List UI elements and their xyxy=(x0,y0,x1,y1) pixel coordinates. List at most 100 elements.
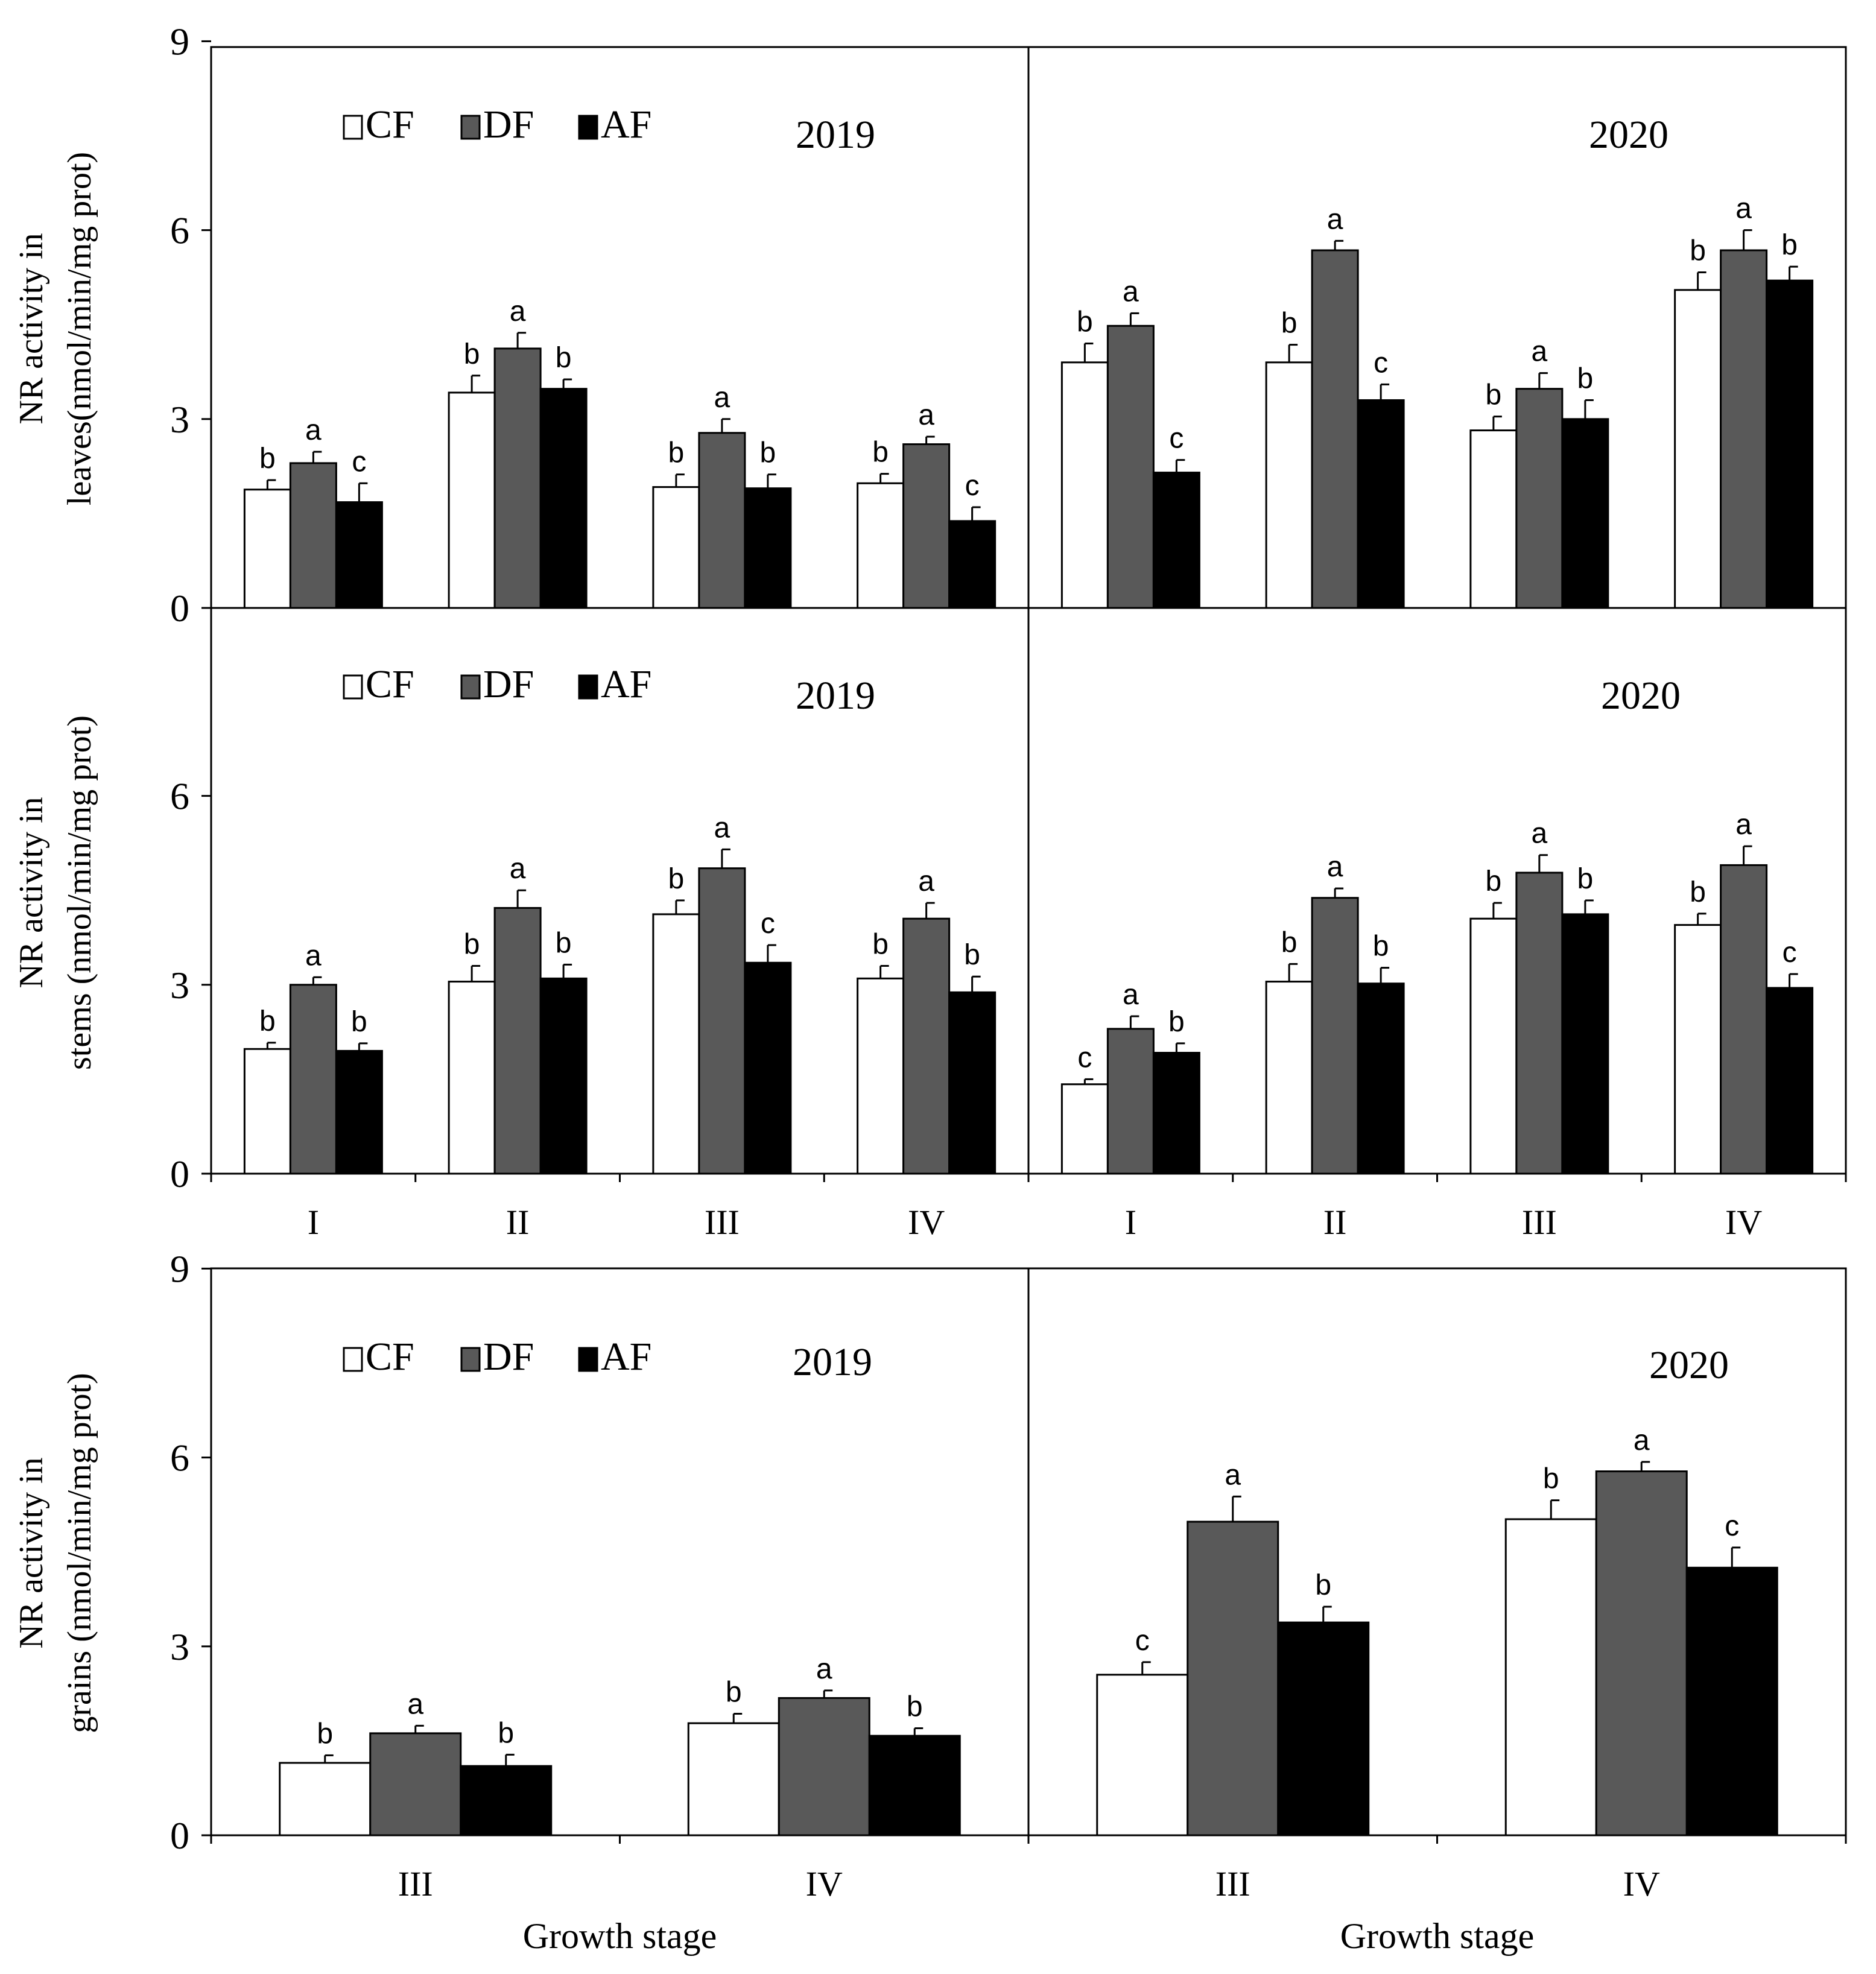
y-axis-title-leaves: NR activity in xyxy=(13,233,50,424)
significance-letter: b xyxy=(726,1677,742,1709)
bar-grains-2019-DF-III xyxy=(369,1732,462,1836)
significance-letter: a xyxy=(1327,203,1343,235)
significance-letter: a xyxy=(1123,276,1139,308)
bar-grains-2020-AF-IV xyxy=(1685,1566,1778,1836)
y-tick-label-leaves: 0 xyxy=(170,587,189,630)
legend-swatch-CF xyxy=(343,674,363,700)
bar-stems-2020-CF-IV xyxy=(1674,924,1722,1175)
bar-leaves-2020-CF-III xyxy=(1469,429,1518,609)
x-axis-title: Growth stage xyxy=(1340,1916,1535,1956)
legend-swatch-CF xyxy=(343,115,363,140)
legend-swatch-AF xyxy=(578,115,598,140)
bar-leaves-2019-DF-III xyxy=(698,432,746,609)
x-category-label: I xyxy=(1125,1203,1136,1242)
significance-letter: b xyxy=(1077,306,1093,338)
legend-swatch-AF xyxy=(578,674,598,700)
year-label: 2020 xyxy=(1589,113,1668,157)
bar-stems-2020-DF-I xyxy=(1106,1028,1155,1175)
bar-leaves-2020-DF-I xyxy=(1106,324,1155,609)
significance-letter: b xyxy=(1168,1006,1185,1038)
legend-swatch-DF xyxy=(460,1347,481,1372)
significance-letter: b xyxy=(1543,1463,1559,1495)
year-label: 2019 xyxy=(793,1340,872,1384)
significance-letter: b xyxy=(317,1718,333,1750)
significance-letter: a xyxy=(1532,818,1548,850)
legend-swatch-DF xyxy=(460,115,481,140)
y-axis-title-grains: NR activity in xyxy=(13,1457,50,1648)
bar-leaves-2020-DF-IV xyxy=(1720,249,1768,609)
significance-letter: c xyxy=(1783,937,1797,969)
significance-letter: a xyxy=(918,399,934,431)
bar-stems-2020-CF-I xyxy=(1060,1083,1109,1175)
y-axis-title-leaves: leaves(nmol/min/mg prot) xyxy=(61,152,98,505)
y-tick-label-leaves: 9 xyxy=(170,20,189,63)
bar-stems-2019-CF-III xyxy=(652,913,700,1175)
significance-letter: b xyxy=(1281,926,1298,958)
significance-letter: b xyxy=(351,1006,367,1038)
significance-letter: a xyxy=(1634,1425,1650,1457)
significance-letter: b xyxy=(1486,379,1502,411)
legend-label-DF: DF xyxy=(483,1335,534,1379)
significance-letter: a xyxy=(1735,809,1752,841)
legend-swatch-AF xyxy=(578,1347,598,1372)
x-category-label: III xyxy=(1522,1203,1557,1242)
significance-letter: b xyxy=(556,342,572,374)
x-category-label: IV xyxy=(806,1864,843,1903)
legend-label-CF: CF xyxy=(366,1335,414,1379)
bar-leaves-2019-DF-I xyxy=(289,462,337,609)
bar-stems-2019-DF-IV xyxy=(902,917,951,1175)
bar-leaves-2019-AF-I xyxy=(335,501,383,609)
significance-letter: a xyxy=(1532,336,1548,368)
y-tick-label-leaves: 3 xyxy=(170,398,189,441)
significance-letter: b xyxy=(556,927,572,959)
bar-stems-2020-CF-III xyxy=(1469,917,1518,1175)
bar-stems-2019-DF-I xyxy=(289,984,337,1175)
bar-stems-2019-AF-II xyxy=(539,977,588,1175)
y-tick-label-grains: 0 xyxy=(170,1814,189,1857)
significance-letter: b xyxy=(259,443,276,475)
bar-stems-2020-DF-IV xyxy=(1720,864,1768,1175)
significance-letter: a xyxy=(407,1688,423,1720)
y-tick-label-grains: 9 xyxy=(170,1247,189,1290)
bar-leaves-2020-AF-III xyxy=(1561,418,1609,609)
x-category-label: III xyxy=(1215,1864,1250,1903)
x-category-label: IV xyxy=(1623,1864,1660,1903)
x-axis-title: Growth stage xyxy=(523,1916,717,1956)
significance-letter: b xyxy=(1315,1569,1331,1601)
bar-grains-2019-AF-III xyxy=(460,1765,553,1836)
significance-letter: c xyxy=(352,446,366,478)
significance-letter: b xyxy=(1577,863,1594,895)
bar-stems-2020-AF-II xyxy=(1357,982,1405,1175)
y-tick-label-stems: 3 xyxy=(170,964,189,1007)
legend-swatch-CF xyxy=(343,1347,363,1372)
significance-letter: c xyxy=(1169,423,1184,455)
legend-swatch-DF xyxy=(460,674,481,700)
significance-letter: b xyxy=(760,437,776,469)
significance-letter: b xyxy=(668,437,685,469)
bar-leaves-2019-CF-II xyxy=(448,391,496,609)
legend-label-DF: DF xyxy=(483,662,534,706)
y-tick-label-stems: 6 xyxy=(170,775,189,818)
y-tick-label-grains: 6 xyxy=(170,1437,189,1479)
significance-letter: a xyxy=(1735,193,1752,225)
bar-leaves-2020-CF-IV xyxy=(1674,289,1722,609)
bar-grains-2019-AF-IV xyxy=(868,1735,961,1836)
bar-leaves-2020-AF-II xyxy=(1357,399,1405,609)
legend-label-CF: CF xyxy=(366,662,414,706)
significance-letter: b xyxy=(1281,308,1298,340)
significance-letter: a xyxy=(714,812,730,844)
significance-letter: a xyxy=(1123,979,1139,1011)
bar-stems-2020-AF-IV xyxy=(1766,987,1814,1175)
bar-grains-2019-CF-IV xyxy=(687,1722,780,1836)
bar-leaves-2019-AF-IV xyxy=(948,520,997,609)
legend-label-AF: AF xyxy=(601,1335,651,1379)
y-tick-label-stems: 0 xyxy=(170,1153,189,1195)
bar-stems-2020-AF-III xyxy=(1561,913,1609,1175)
year-label: 2019 xyxy=(796,674,875,718)
bar-stems-2020-DF-II xyxy=(1311,897,1359,1175)
significance-letter: b xyxy=(872,928,889,960)
significance-letter: b xyxy=(1577,362,1594,394)
bar-leaves-2019-CF-I xyxy=(243,489,291,609)
significance-letter: b xyxy=(872,437,889,469)
